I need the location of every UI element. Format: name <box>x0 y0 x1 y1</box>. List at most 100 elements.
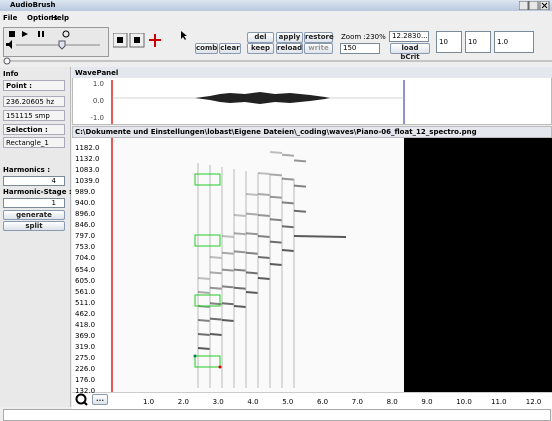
spectro-streak <box>222 236 234 237</box>
spectro-streak <box>258 257 270 258</box>
restore-button[interactable]: restore <box>304 32 333 43</box>
spectro-streak <box>270 174 282 175</box>
y-tick-label: 1182.0 <box>75 144 100 152</box>
spectro-streak <box>270 242 282 243</box>
x-tick-label: 12.0 <box>526 398 542 406</box>
spectro-streak <box>282 202 294 203</box>
clear-button[interactable]: clear <box>219 43 241 54</box>
spectro-streak <box>246 214 258 215</box>
x-tick-label: 5.0 <box>282 398 293 406</box>
more-button[interactable]: ... <box>92 394 108 405</box>
spectro-streak <box>270 219 282 220</box>
x-tick-label: 3.0 <box>213 398 224 406</box>
spectro-streak <box>210 334 222 335</box>
spectro-panel-title: C:\Dokumente und Einstellungen\lobast\Ei… <box>75 128 477 136</box>
keep-button[interactable]: keep <box>247 43 274 54</box>
spectro-streak <box>210 257 222 258</box>
selection-label: Selection : <box>3 124 65 135</box>
value-select[interactable]: 12.2830... <box>389 31 429 42</box>
param-field[interactable]: 10 <box>465 31 491 53</box>
samples-value: 151115 smp <box>3 110 65 121</box>
harmonics-spinner[interactable]: 4 <box>3 176 65 186</box>
apply-button[interactable]: apply <box>276 32 303 43</box>
window-controls[interactable] <box>519 1 550 10</box>
comb-button[interactable]: comb <box>195 43 218 54</box>
x-tick-label: 1.0 <box>143 398 154 406</box>
spectro-streak <box>258 236 270 237</box>
y-tick-label: 846.0 <box>75 221 95 229</box>
spectrogram <box>110 138 552 392</box>
y-tick-label: 896.0 <box>75 210 95 218</box>
spectro-streak <box>198 348 210 349</box>
wave-y-label: 1.0 <box>93 80 104 88</box>
spectro-streak <box>222 270 234 271</box>
menu-bar <box>0 12 552 24</box>
spectro-streak <box>219 366 222 369</box>
spectro-streak <box>198 278 210 279</box>
tool-icons[interactable] <box>113 33 163 49</box>
wave-panel-header <box>72 67 552 78</box>
spectro-streak <box>198 334 210 335</box>
y-tick-label: 1039.0 <box>75 177 100 185</box>
title-bar <box>0 0 552 11</box>
x-tick-label: 8.0 <box>387 398 398 406</box>
y-tick-label: 605.0 <box>75 277 95 285</box>
param-field[interactable]: 1.0 <box>494 31 534 53</box>
y-tick-label: 797.0 <box>75 232 95 240</box>
zoom-select[interactable]: 150 <box>340 43 380 54</box>
x-tick-label: 11.0 <box>491 398 507 406</box>
y-tick-label: 369.0 <box>75 332 95 340</box>
spectro-streak <box>246 233 258 234</box>
spectro-streak <box>222 253 234 254</box>
load-button[interactable]: load bCrit <box>390 43 430 54</box>
y-tick-label: 989.0 <box>75 188 95 196</box>
spectro-streak <box>270 152 282 153</box>
spectro-streak <box>294 186 306 187</box>
spectro-streak <box>282 250 294 251</box>
y-tick-label: 1132.0 <box>75 155 100 163</box>
spectro-streak <box>282 155 294 156</box>
harmonics-label: Harmonics : <box>3 166 50 174</box>
spectro-streak <box>234 270 246 271</box>
y-tick-label: 511.0 <box>75 299 95 307</box>
y-tick-label: 654.0 <box>75 266 95 274</box>
y-tick-label: 176.0 <box>75 376 95 384</box>
menu-item[interactable]: File <box>3 14 17 22</box>
transport-panel <box>3 27 109 57</box>
y-tick-label: 704.0 <box>75 254 95 262</box>
param-field[interactable]: 10 <box>436 31 462 53</box>
y-tick-label: 462.0 <box>75 310 95 318</box>
write-button[interactable]: write <box>304 43 333 54</box>
x-tick-label: 9.0 <box>421 398 432 406</box>
y-tick-label: 319.0 <box>75 343 95 351</box>
spectro-streak <box>234 233 246 234</box>
y-tick-label: 418.0 <box>75 321 95 329</box>
position-slider[interactable] <box>0 57 552 65</box>
generate-button[interactable]: generate <box>3 210 65 220</box>
spectro-streak <box>270 264 282 265</box>
spectro-streak <box>222 303 234 304</box>
stage-spinner[interactable]: 1 <box>3 198 65 208</box>
spectro-streak <box>246 253 258 254</box>
spectro-streak <box>294 211 306 212</box>
del-button[interactable]: del <box>247 32 274 43</box>
spectro-streak <box>246 272 258 273</box>
spectro-streak <box>198 320 210 321</box>
x-tick-label: 4.0 <box>247 398 258 406</box>
spectro-streak <box>222 286 234 287</box>
spectro-streak <box>198 292 210 293</box>
spectro-streak <box>234 215 246 216</box>
spectro-streak <box>210 288 222 289</box>
status-bar <box>3 409 551 421</box>
spectro-streak <box>294 160 306 161</box>
reload-button[interactable]: reload <box>276 43 303 54</box>
spectro-streak <box>258 215 270 216</box>
spectro-streak <box>258 194 270 195</box>
menu-item[interactable]: Help <box>51 14 69 22</box>
split-button[interactable]: split <box>3 221 65 231</box>
y-tick-label: 226.0 <box>75 365 95 373</box>
pointer-tool[interactable] <box>175 30 193 41</box>
wave-y-label: -1.0 <box>90 114 104 122</box>
x-tick-label: 7.0 <box>352 398 363 406</box>
spectro-streak <box>258 173 270 174</box>
